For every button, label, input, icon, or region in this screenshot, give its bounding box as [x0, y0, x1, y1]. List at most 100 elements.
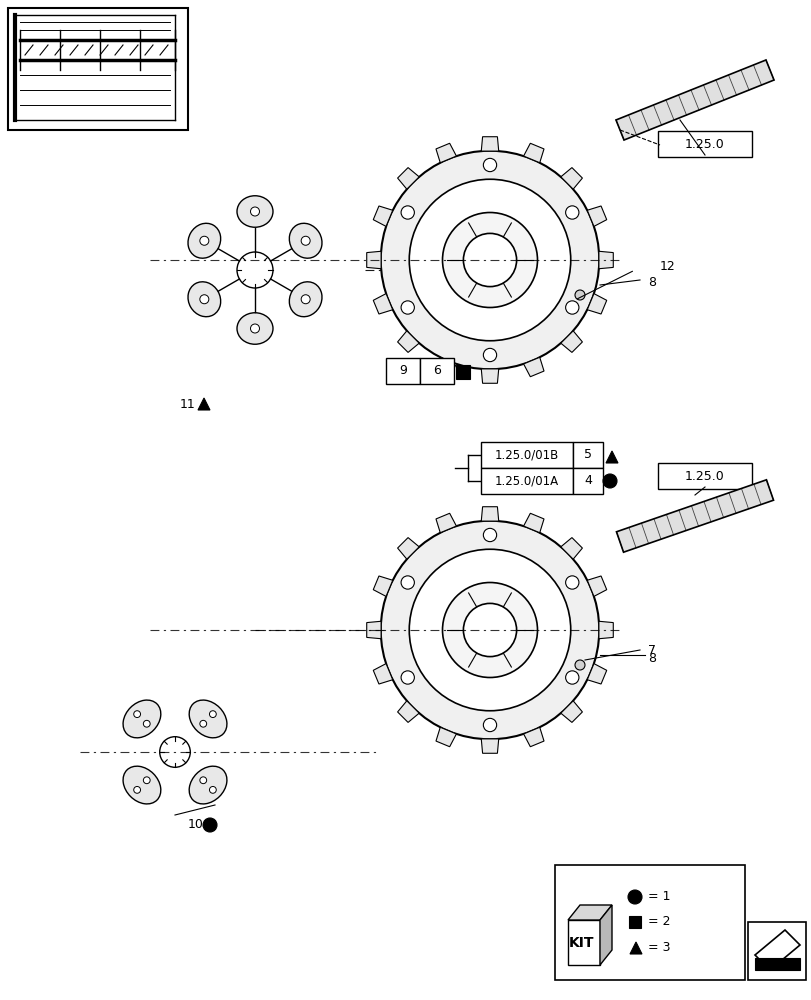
- Text: 4: 4: [583, 475, 591, 488]
- Circle shape: [301, 236, 310, 245]
- Text: = 1: = 1: [647, 890, 670, 904]
- Circle shape: [250, 207, 260, 216]
- Polygon shape: [560, 331, 581, 352]
- Circle shape: [565, 576, 578, 589]
- Polygon shape: [568, 905, 611, 920]
- Polygon shape: [373, 576, 393, 596]
- Circle shape: [483, 718, 496, 732]
- Polygon shape: [373, 206, 393, 226]
- Polygon shape: [586, 664, 606, 684]
- Circle shape: [200, 720, 206, 727]
- Circle shape: [627, 890, 642, 904]
- Text: 8: 8: [647, 652, 655, 664]
- Text: 6: 6: [432, 364, 440, 377]
- Polygon shape: [436, 513, 456, 533]
- FancyBboxPatch shape: [419, 358, 453, 384]
- Polygon shape: [397, 538, 418, 559]
- Bar: [747, 922, 805, 980]
- Ellipse shape: [188, 223, 221, 258]
- Polygon shape: [586, 294, 606, 314]
- Ellipse shape: [289, 282, 322, 317]
- Polygon shape: [436, 357, 456, 377]
- Circle shape: [200, 777, 206, 784]
- Polygon shape: [605, 451, 617, 463]
- Polygon shape: [754, 958, 799, 970]
- Ellipse shape: [237, 196, 272, 227]
- Circle shape: [209, 786, 216, 793]
- Circle shape: [144, 777, 150, 784]
- Circle shape: [409, 549, 570, 711]
- Polygon shape: [616, 60, 773, 140]
- Polygon shape: [586, 576, 606, 596]
- Text: = 3: = 3: [647, 941, 670, 954]
- Polygon shape: [198, 398, 210, 410]
- Polygon shape: [373, 294, 393, 314]
- Text: 11: 11: [179, 398, 195, 412]
- Circle shape: [409, 179, 570, 341]
- Text: 5: 5: [583, 448, 591, 462]
- Circle shape: [401, 576, 414, 589]
- Polygon shape: [560, 538, 581, 559]
- Polygon shape: [397, 701, 418, 722]
- Polygon shape: [523, 513, 543, 533]
- Circle shape: [603, 474, 616, 488]
- Circle shape: [442, 582, 537, 678]
- Polygon shape: [397, 168, 418, 189]
- Polygon shape: [754, 930, 799, 970]
- Circle shape: [401, 301, 414, 314]
- Polygon shape: [523, 727, 543, 747]
- Circle shape: [565, 301, 578, 314]
- Circle shape: [301, 295, 310, 304]
- Circle shape: [209, 711, 216, 718]
- Text: 9: 9: [398, 364, 406, 377]
- Polygon shape: [481, 369, 498, 383]
- Ellipse shape: [123, 700, 161, 738]
- Text: KIT: KIT: [569, 936, 594, 950]
- Text: 1.25.0/01A: 1.25.0/01A: [495, 475, 559, 488]
- Polygon shape: [373, 664, 393, 684]
- Ellipse shape: [189, 700, 226, 738]
- Polygon shape: [616, 480, 773, 552]
- Polygon shape: [367, 251, 380, 269]
- Circle shape: [483, 158, 496, 172]
- Bar: [629, 916, 640, 928]
- Bar: [554, 865, 744, 980]
- FancyBboxPatch shape: [480, 442, 573, 468]
- Text: 8: 8: [647, 275, 655, 288]
- Polygon shape: [560, 701, 581, 722]
- Circle shape: [442, 213, 537, 308]
- Polygon shape: [397, 331, 418, 352]
- Polygon shape: [481, 507, 498, 521]
- Polygon shape: [481, 137, 498, 151]
- FancyBboxPatch shape: [480, 468, 573, 494]
- Circle shape: [483, 348, 496, 362]
- Polygon shape: [436, 727, 456, 747]
- Text: 10: 10: [188, 818, 204, 831]
- Text: 1.25.0: 1.25.0: [684, 470, 724, 483]
- Circle shape: [463, 233, 516, 287]
- FancyBboxPatch shape: [657, 463, 751, 489]
- Text: 1.25.0: 1.25.0: [684, 138, 724, 151]
- Circle shape: [463, 603, 516, 657]
- Text: 1.25.0/01B: 1.25.0/01B: [494, 448, 559, 462]
- Ellipse shape: [189, 766, 226, 804]
- Circle shape: [144, 720, 150, 727]
- Polygon shape: [599, 905, 611, 965]
- Bar: [8, 8, 188, 130]
- Text: 12: 12: [659, 260, 675, 273]
- Circle shape: [483, 528, 496, 542]
- Circle shape: [200, 236, 208, 245]
- Circle shape: [200, 295, 208, 304]
- Circle shape: [574, 660, 584, 670]
- Circle shape: [401, 206, 414, 219]
- Polygon shape: [523, 143, 543, 163]
- Polygon shape: [560, 168, 581, 189]
- Polygon shape: [481, 739, 498, 753]
- Circle shape: [565, 206, 578, 219]
- Polygon shape: [599, 251, 612, 269]
- Polygon shape: [599, 621, 612, 639]
- FancyBboxPatch shape: [385, 358, 419, 384]
- Text: 7: 7: [647, 644, 655, 656]
- Polygon shape: [523, 357, 543, 377]
- Bar: [456, 365, 470, 379]
